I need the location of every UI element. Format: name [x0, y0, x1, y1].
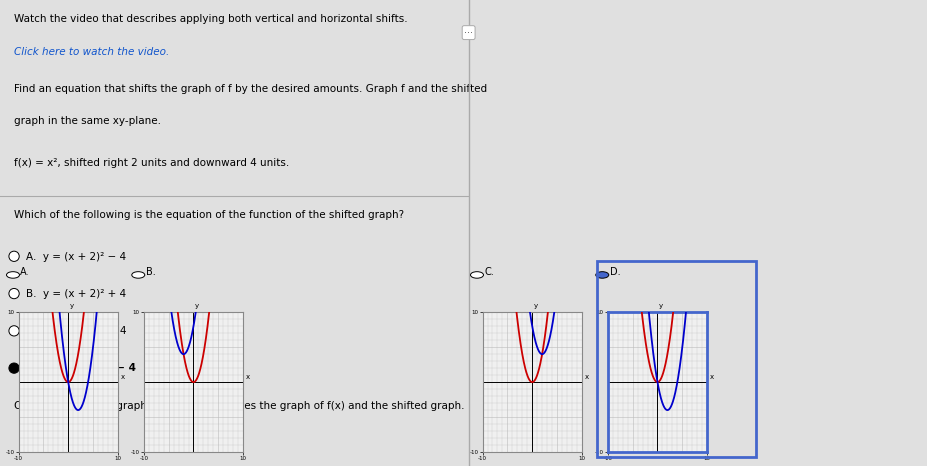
Text: Find an equation that shifts the graph of f by the desired amounts. Graph f and : Find an equation that shifts the graph o…	[14, 84, 487, 94]
Text: y: y	[658, 303, 663, 309]
Text: A.  y = (x + 2)² − 4: A. y = (x + 2)² − 4	[26, 252, 126, 261]
Text: graph in the same xy-plane.: graph in the same xy-plane.	[14, 116, 161, 126]
Text: B.  y = (x + 2)² + 4: B. y = (x + 2)² + 4	[26, 289, 126, 299]
Text: D.: D.	[609, 267, 619, 277]
Text: Which of the following is the equation of the function of the shifted graph?: Which of the following is the equation o…	[14, 210, 404, 219]
Text: x: x	[121, 374, 124, 380]
Circle shape	[9, 363, 19, 373]
Text: ···: ···	[464, 27, 473, 38]
Text: y: y	[195, 303, 199, 309]
Text: y: y	[70, 303, 74, 309]
Text: x: x	[246, 374, 249, 380]
Text: C.  y = (x − 2)² + 4: C. y = (x − 2)² + 4	[26, 326, 126, 336]
Text: f(x) = x², shifted right 2 units and downward 4 units.: f(x) = x², shifted right 2 units and dow…	[14, 158, 289, 168]
Text: Watch the video that describes applying both vertical and horizontal shifts.: Watch the video that describes applying …	[14, 14, 407, 24]
Circle shape	[9, 288, 19, 299]
Text: C.: C.	[484, 267, 494, 277]
Text: x: x	[584, 374, 588, 380]
Text: x: x	[709, 374, 713, 380]
Text: y: y	[533, 303, 538, 309]
Text: B.: B.	[146, 267, 156, 277]
Text: A.: A.	[20, 267, 30, 277]
Text: Choose the correct graph below that indicates the graph of f(x) and the shifted : Choose the correct graph below that indi…	[14, 401, 464, 411]
Circle shape	[9, 326, 19, 336]
Circle shape	[9, 251, 19, 261]
Text: Click here to watch the video.: Click here to watch the video.	[14, 47, 169, 56]
Text: D.  y = (x − 2)² − 4: D. y = (x − 2)² − 4	[26, 363, 135, 373]
